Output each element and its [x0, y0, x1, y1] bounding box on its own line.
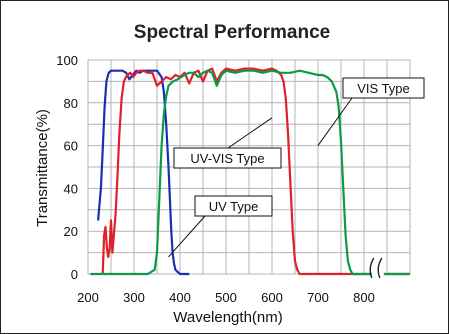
y-tick-label: 20: [64, 224, 78, 239]
callout-label: VIS Type: [357, 81, 410, 96]
x-tick-label: 500: [215, 290, 237, 305]
y-tick-label: 40: [64, 181, 78, 196]
y-tick-label: 80: [64, 96, 78, 111]
x-tick-label: 300: [123, 290, 145, 305]
x-tick-label: 400: [169, 290, 191, 305]
y-tick-label: 60: [64, 139, 78, 154]
callout-box: [194, 195, 273, 217]
axis-break-stroke: [369, 257, 375, 279]
callout-vis-type: VIS Type: [317, 77, 425, 146]
callout-label: UV Type: [209, 199, 259, 214]
y-tick-label: 100: [56, 53, 78, 68]
axis-break-stroke: [377, 257, 383, 279]
callout-leader-line: [317, 97, 353, 146]
x-axis-label: Wavelength(nm): [173, 309, 282, 326]
series-line-vis-type: [90, 69, 410, 276]
callout-uv-type: UV Type: [168, 195, 273, 258]
callout-uv-vis-type: UV-VIS Type: [173, 117, 282, 169]
callout-box: [342, 77, 425, 99]
callout-box: [173, 147, 282, 169]
series-group: [90, 67, 410, 279]
tick-labels: 0 20 40 60 80 100 200 300 400 500 600 700 800: [56, 53, 375, 305]
chart-title: Spectral Performance: [134, 22, 330, 43]
callouts: VIS Type UV-VIS Type UV Type: [168, 77, 425, 258]
axis-break-icon: [369, 257, 384, 279]
y-tick-label: 0: [71, 267, 78, 282]
x-tick-label: 700: [307, 290, 329, 305]
x-tick-label: 800: [353, 290, 375, 305]
x-tick-label: 600: [261, 290, 283, 305]
x-tick-label: 200: [77, 290, 99, 305]
callout-label: UV-VIS Type: [190, 151, 264, 166]
y-axis-label: Transmittance(%): [34, 109, 51, 227]
callout-leader-line: [227, 117, 273, 149]
callout-leader-line: [168, 215, 206, 258]
